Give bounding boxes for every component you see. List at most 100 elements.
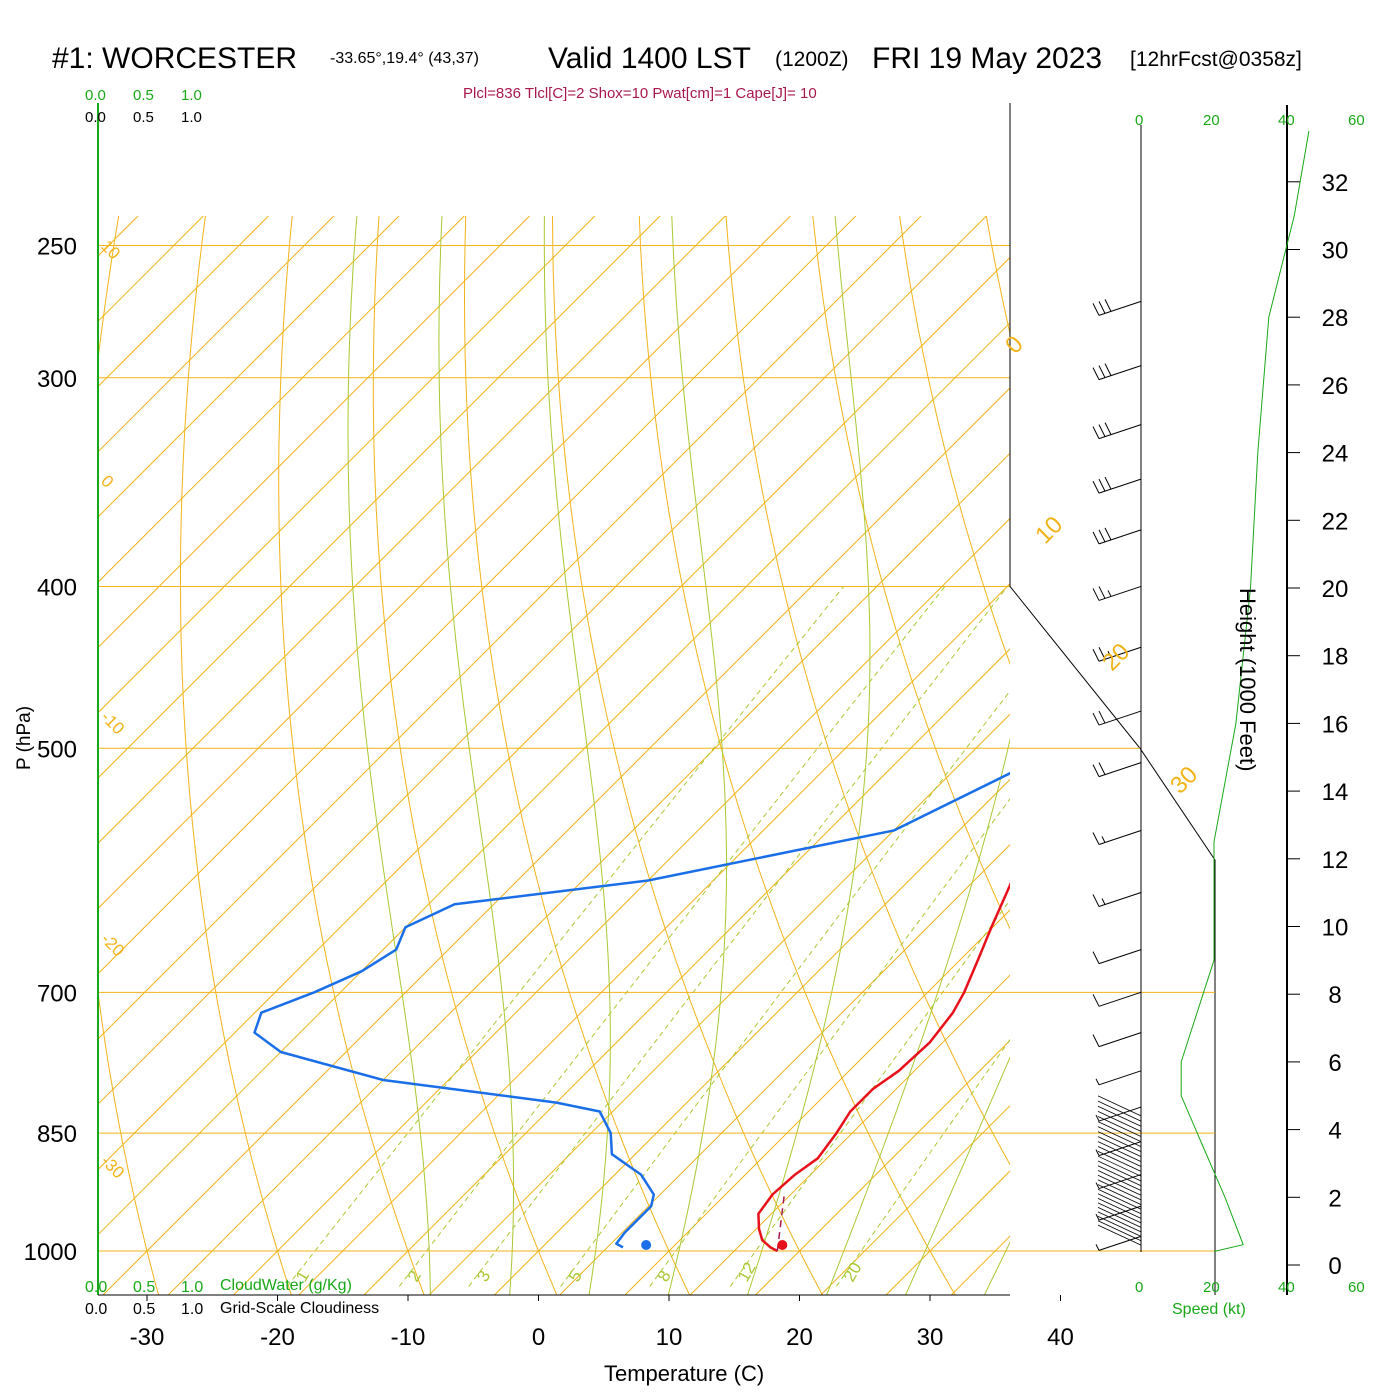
wind-barb-staff xyxy=(1097,1095,1142,1117)
cloudwater-top-tick-2: 1.0 xyxy=(181,87,202,104)
dry-adiabat-line xyxy=(725,215,1010,1166)
wind-barb-staff xyxy=(1097,1116,1142,1137)
height-tick-label: 10 xyxy=(1322,915,1349,942)
zulu-time: (1200Z) xyxy=(775,48,849,71)
height-tick-label: 30 xyxy=(1322,238,1349,265)
dry-adiabat-line xyxy=(463,215,691,1295)
wind-barb-staff xyxy=(1097,1155,1142,1177)
forecast-label: [12hrFcst@0358z] xyxy=(1130,48,1302,71)
wind-barb-staff xyxy=(1097,1146,1142,1167)
stability-indices: Plcl=836 Tlcl[C]=2 Shox=10 Pwat[cm]=1 Ca… xyxy=(463,85,817,102)
wind-barb-staff xyxy=(1097,1207,1142,1228)
wind-barb-staff xyxy=(1097,1193,1142,1215)
dry-adiabat-line xyxy=(180,215,292,1295)
plot-frame xyxy=(97,103,1288,1296)
height-tick-label: 0 xyxy=(1328,1253,1341,1280)
wind-barb-flag xyxy=(1092,1034,1100,1047)
pressure-tick-label: 850 xyxy=(37,1121,77,1148)
temperature-tick-label: 10 xyxy=(656,1324,683,1351)
wind-barb-flag xyxy=(1098,586,1106,599)
cloudiness-bottom-tick-0: 0.0 xyxy=(85,1301,107,1318)
cloudwater-label: CloudWater (g/Kg) xyxy=(220,1277,352,1294)
dry-adiabat-line xyxy=(372,215,558,1295)
height-tick-label: 8 xyxy=(1328,982,1341,1009)
wind-barb-staff xyxy=(1098,646,1142,662)
speed-bottom-tick-2: 40 xyxy=(1278,1279,1295,1296)
mixing-ratio-line xyxy=(286,586,845,1287)
wind-barb-half-flag xyxy=(1095,1114,1100,1122)
isotherm-line xyxy=(0,216,8,1307)
isotherm-label-left: -20 xyxy=(97,929,128,960)
wind-barb-flag xyxy=(1092,480,1100,494)
wind-barb-staff xyxy=(1097,1184,1142,1205)
height-tick-label: 26 xyxy=(1322,373,1349,400)
wind-barb-flag xyxy=(1092,764,1100,777)
temperature-profile-line xyxy=(757,882,1010,1253)
mixing-ratio-label: 12 xyxy=(734,1259,760,1285)
profiles xyxy=(253,771,1010,1253)
temperature-tick-label: 40 xyxy=(1047,1324,1074,1351)
wind-barb-flag xyxy=(1092,303,1100,316)
station-coords: -33.65°,19.4° (43,37) xyxy=(330,50,479,67)
dewpoint-profile-line xyxy=(253,771,1010,1249)
wind-barb-staff xyxy=(1097,1179,1142,1201)
cloudwater-bottom-tick-0: 0.0 xyxy=(85,1279,107,1296)
moist-adiabat-line xyxy=(438,215,515,1295)
wind-barb-flag xyxy=(1092,531,1100,545)
isotherm-line xyxy=(102,387,1010,1295)
height-tick-label: 12 xyxy=(1322,847,1349,874)
speed-top-tick-2: 40 xyxy=(1278,112,1295,129)
isotherm-line xyxy=(689,974,1010,1295)
isotherm-line xyxy=(98,215,987,1105)
mixing-ratio-line xyxy=(835,1038,1010,1287)
dry-adiabat-line xyxy=(278,215,425,1295)
wind-barb-flag xyxy=(1092,426,1100,439)
wind-barb-staff xyxy=(1098,1106,1142,1122)
mixing-ratio-label: 5 xyxy=(565,1267,586,1285)
mixing-ratio-line xyxy=(468,586,1008,1287)
height-tick-label: 4 xyxy=(1328,1118,1341,1145)
isotherm-line xyxy=(232,517,1010,1295)
tropopause-boundary-line xyxy=(1009,586,1216,1295)
pressure-tick-label: 1000 xyxy=(24,1239,77,1266)
isotherm-line xyxy=(98,215,791,910)
speed-top-tick-1: 20 xyxy=(1203,112,1220,129)
moist-adiabat-line xyxy=(347,215,431,1295)
wind-barb-staff xyxy=(1097,1220,1142,1242)
wind-barb-staff xyxy=(1098,710,1142,726)
height-tick-label: 2 xyxy=(1328,1185,1341,1212)
wind-barb-flag xyxy=(1092,712,1100,726)
wind-barb-half-flag xyxy=(1095,1149,1100,1156)
wind-barb-staff xyxy=(1097,1121,1142,1142)
wind-barb-half-flag xyxy=(1095,1213,1100,1221)
dry-adiabat-line xyxy=(1160,216,1400,1307)
wind-barb-half-flag xyxy=(1107,651,1112,658)
wind-barb-staff xyxy=(1097,1105,1142,1127)
wind-speed-profile-line xyxy=(1180,130,1310,1252)
wind-barb-staff xyxy=(1098,1032,1142,1048)
isotherm-line xyxy=(98,215,335,453)
isotherm-line xyxy=(98,215,857,975)
temperature-tick-label: 0 xyxy=(532,1324,545,1351)
height-tick-label: 22 xyxy=(1322,508,1349,535)
wind-barb-flag xyxy=(1104,422,1112,435)
wind-barb-staff xyxy=(1097,1170,1142,1191)
height-tick-label: 20 xyxy=(1322,576,1349,603)
wind-barb-flag xyxy=(1098,365,1106,378)
wind-barb-flag xyxy=(1104,299,1112,312)
height-tick-label: 28 xyxy=(1322,305,1349,332)
wind-barb-staff xyxy=(1098,991,1142,1007)
date-label: FRI 19 May 2023 xyxy=(872,42,1102,75)
isotherm-line xyxy=(98,215,465,583)
moist-adiabat-line xyxy=(747,215,871,1295)
isotherm-label-right: 10 xyxy=(1030,511,1068,549)
pressure-tick-label: 250 xyxy=(37,234,77,261)
x-axis-title: Temperature (C) xyxy=(604,1361,764,1386)
cloudiness-label: Grid-Scale Cloudiness xyxy=(220,1300,379,1317)
speed-label: Speed (kt) xyxy=(1172,1301,1246,1318)
wind-barb-flag xyxy=(1092,649,1100,662)
wind-barb-flag xyxy=(1092,588,1100,601)
wind-barb-staff xyxy=(1098,1141,1142,1157)
cloudiness-top-tick-1: 0.5 xyxy=(133,109,154,126)
mixing-ratio-label: 20 xyxy=(840,1259,866,1285)
